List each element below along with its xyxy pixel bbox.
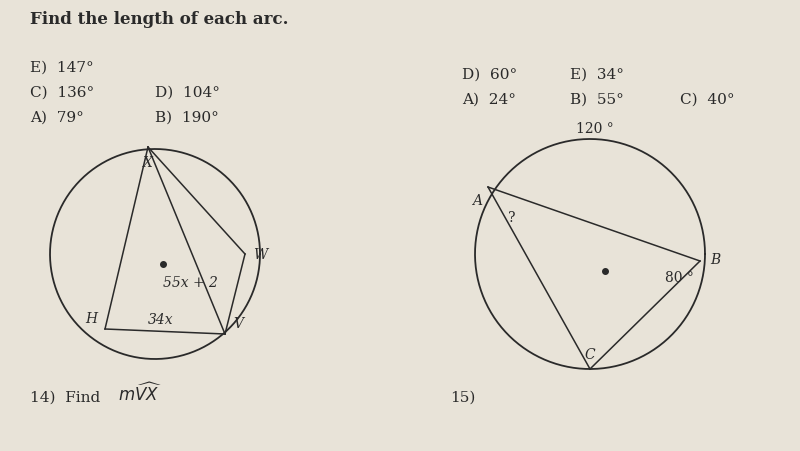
Text: 34x: 34x (148, 312, 174, 326)
Text: X: X (143, 156, 153, 170)
Text: D)  104°: D) 104° (155, 86, 220, 100)
Text: B)  55°: B) 55° (570, 93, 624, 107)
Text: V: V (233, 316, 243, 330)
Text: C)  136°: C) 136° (30, 86, 94, 100)
Text: 55x + 2: 55x + 2 (163, 276, 218, 290)
Text: A)  24°: A) 24° (462, 93, 516, 107)
Text: E)  34°: E) 34° (570, 68, 624, 82)
Text: C)  40°: C) 40° (680, 93, 734, 107)
Text: C: C (585, 347, 595, 361)
Text: Find the length of each arc.: Find the length of each arc. (30, 11, 289, 28)
Text: W: W (253, 248, 267, 262)
Text: 80 °: 80 ° (665, 271, 694, 285)
Text: 15): 15) (450, 390, 475, 404)
Text: $m\widehat{VX}$: $m\widehat{VX}$ (118, 382, 162, 404)
Text: A: A (472, 193, 482, 207)
Text: 120 °: 120 ° (576, 122, 614, 136)
Text: H: H (85, 311, 97, 325)
Text: B: B (710, 253, 720, 267)
Text: A)  79°: A) 79° (30, 111, 84, 125)
Text: 14)  Find: 14) Find (30, 390, 105, 404)
Text: E)  147°: E) 147° (30, 61, 94, 75)
Text: ?: ? (508, 211, 516, 225)
Text: B)  190°: B) 190° (155, 111, 219, 125)
Text: D)  60°: D) 60° (462, 68, 518, 82)
